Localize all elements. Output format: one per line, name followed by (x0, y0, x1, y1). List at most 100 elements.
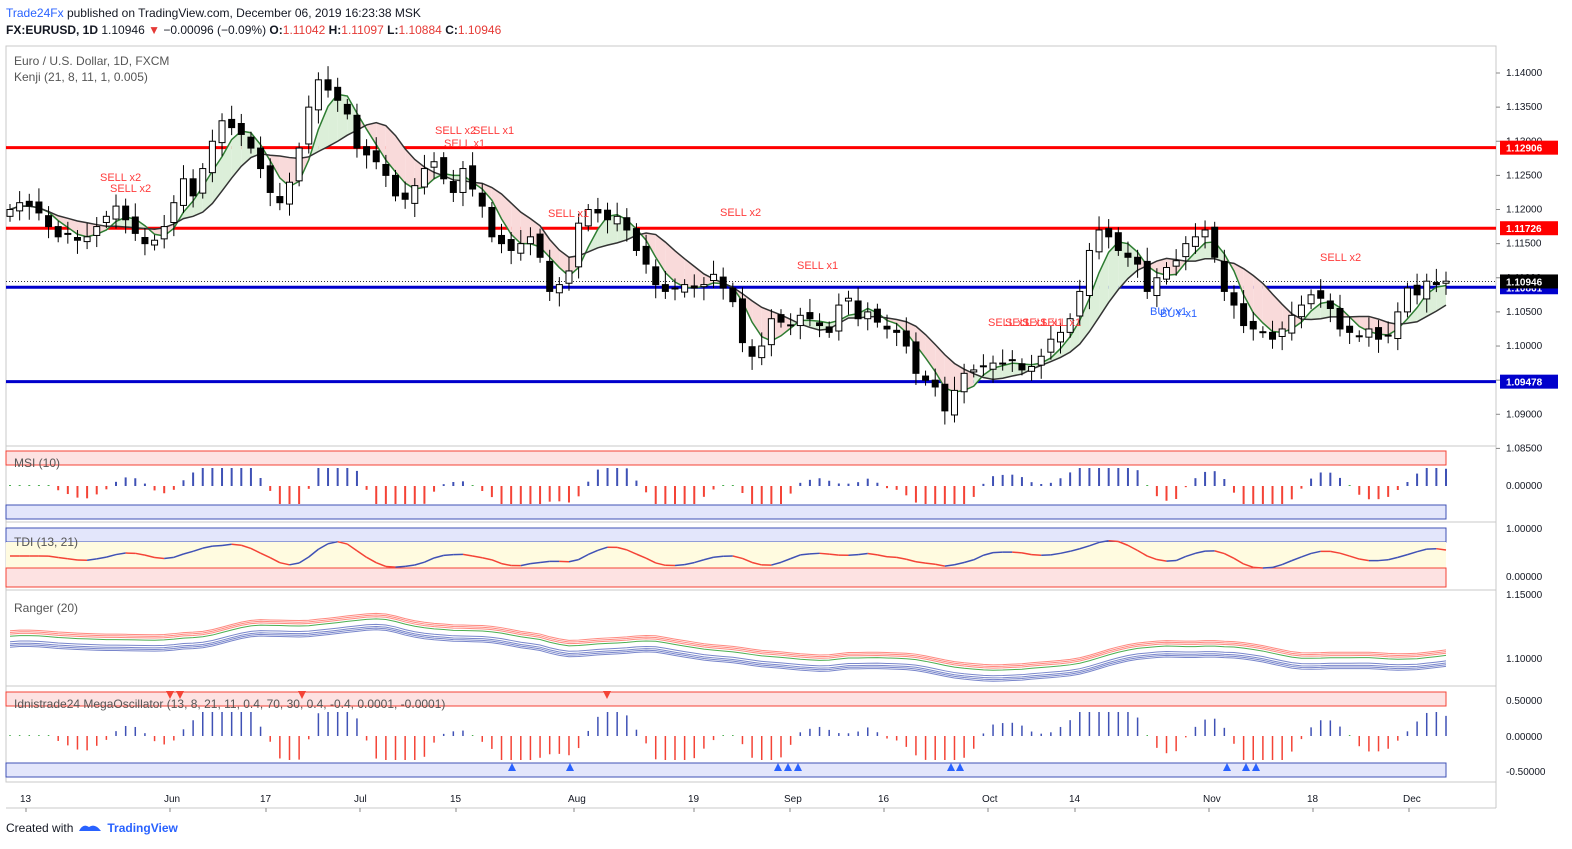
candle-body (1413, 284, 1421, 296)
candle-body (54, 226, 62, 238)
candle-body (1317, 290, 1325, 299)
ranger-title: Ranger (20) (14, 601, 78, 615)
candle-body (748, 346, 756, 357)
tdi-segment (67, 558, 78, 561)
cloud-segment (1060, 336, 1071, 358)
price-tick-label: 1.11500 (1506, 239, 1542, 250)
candle-body (469, 165, 477, 190)
candle-body (604, 209, 612, 221)
candle-body (844, 297, 852, 302)
candle-body (613, 215, 621, 225)
candle-body (189, 178, 197, 197)
tdi-segment (906, 558, 917, 563)
tdi-segment (539, 560, 550, 564)
candle-body (131, 216, 139, 234)
tdi-segment (1156, 558, 1167, 562)
tdi-segment (298, 556, 310, 564)
candle-body (401, 192, 409, 200)
candle-body (642, 245, 650, 265)
candle-body (507, 239, 515, 251)
candle-body (864, 311, 872, 320)
candle-body (285, 181, 293, 205)
candle-body (1085, 249, 1093, 297)
tdi-segment (713, 555, 724, 558)
tdi-segment (1021, 552, 1032, 556)
candle-body (1432, 282, 1440, 286)
candle-body (661, 284, 669, 292)
tdi-segment (867, 552, 878, 556)
time-tick-label: 17 (260, 794, 272, 805)
osc-buy-arrow-icon (1252, 763, 1260, 771)
publisher-link[interactable]: Trade24Fx (6, 6, 64, 20)
tdi-segment (385, 565, 396, 568)
level-badge (1500, 374, 1558, 389)
tdi-segment (684, 561, 695, 566)
tdi-segment (135, 552, 146, 556)
tdi-segment (212, 544, 223, 547)
candle-body (1153, 277, 1161, 297)
candle-body (170, 202, 178, 223)
candle-body (1423, 280, 1431, 300)
tdi-segment (915, 561, 926, 564)
tdi-segment (327, 540, 338, 545)
tdi-segment (115, 552, 126, 556)
tradingview-link[interactable]: TradingView (107, 821, 178, 835)
candle-body (1230, 292, 1238, 306)
sell-signal-label: SELL x2 (1320, 252, 1361, 264)
candle-body (796, 314, 804, 327)
tdi-segment (1127, 544, 1138, 552)
tradingview-logo-icon (79, 825, 102, 831)
tdi-segment (462, 553, 473, 557)
candle-body (478, 192, 486, 207)
cloud-segment (935, 344, 945, 388)
candle-body (1403, 287, 1411, 313)
tdi-segment (1387, 556, 1398, 561)
tdi-segment (183, 550, 194, 555)
candle-body (488, 206, 496, 238)
cloud-segment (395, 135, 406, 184)
level-label: 1.09478 (1506, 378, 1543, 389)
close-label: C: (445, 23, 458, 37)
msi-tick-0: 0.00000 (1506, 481, 1543, 492)
level-badge (1500, 140, 1558, 155)
tdi-segment (1185, 552, 1196, 558)
tdi-segment (1330, 550, 1341, 554)
cloud-segment (202, 171, 213, 213)
candle-body (806, 312, 814, 320)
candle-body (1211, 226, 1219, 258)
sell-signal-label: SELL x2 (435, 125, 476, 137)
cloud-segment (366, 122, 377, 145)
time-tick-label: Jul (354, 794, 367, 805)
tdi-segment (1175, 555, 1187, 562)
tdi-segment (858, 552, 868, 556)
tdi-tick-0: 1.00000 (1506, 524, 1543, 535)
time-axis[interactable]: 13 Jun 17 Jul 15 Aug 19 Sep 16 Oct 14 Nov 18 Dec (20, 794, 1421, 812)
cloud-segment (549, 239, 560, 268)
tdi-segment (154, 556, 165, 560)
tdi-segment (366, 556, 377, 564)
cloud-segment (674, 250, 685, 288)
candle-body (729, 287, 737, 303)
price-tick-label: 1.12000 (1506, 205, 1543, 216)
candle-body (1442, 280, 1450, 284)
tdi-segment (1262, 566, 1273, 569)
tdi-segment (1436, 547, 1447, 551)
tdi-segment (944, 563, 955, 567)
last-price-badge (1500, 274, 1558, 289)
tdi-segment (318, 543, 329, 550)
tdi-segment (405, 564, 415, 568)
candle-body (45, 215, 53, 228)
osc-title: Idnistrade24 MegaOscillator (13, 8, 21, … (14, 697, 445, 711)
candle-body (623, 217, 631, 231)
candle-body (459, 168, 467, 193)
price-axis[interactable]: 1.140001.135001.130001.125001.120001.115… (1496, 68, 1543, 454)
candle-body (179, 178, 187, 206)
msi-lower-zone (5, 504, 1447, 520)
tdi-segment (96, 556, 107, 560)
candle-body (1384, 334, 1392, 337)
down-arrow-icon: ▼ (148, 23, 160, 37)
candle-body (854, 300, 862, 320)
candle-body (999, 362, 1007, 365)
